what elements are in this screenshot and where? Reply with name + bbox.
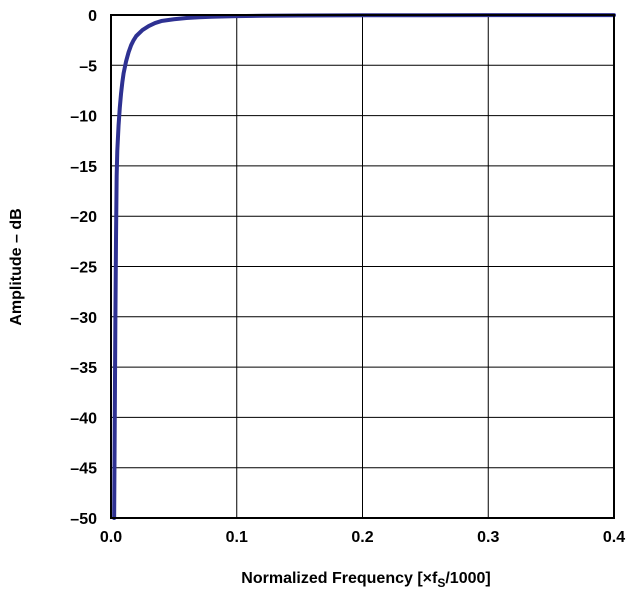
y-tick-label: –40 [70, 410, 97, 427]
plot-frame [110, 14, 615, 519]
tick-labels: 0.0 0.1 0.2 0.3 0.4 0 –5 –10 –15 –20 –25 –30 –35 –40 –… [70, 8, 625, 546]
y-tick-label: –30 [70, 310, 97, 327]
y-tick-label: –25 [70, 260, 97, 277]
grid [111, 15, 614, 518]
y-tick-label: –35 [70, 360, 97, 377]
y-tick-label: 0 [88, 8, 97, 25]
x-axis-title: Normalized Frequency [×fS/1000] [241, 570, 490, 590]
x-tick-label: 0.0 [100, 529, 122, 546]
y-tick-label: –45 [70, 461, 97, 478]
x-axis-title-subscript: S [437, 576, 445, 590]
y-tick-label: –15 [70, 159, 97, 176]
y-tick-label: –10 [70, 109, 97, 126]
y-axis-title: Amplitude – dB [8, 208, 25, 325]
x-axis-title-suffix: /1000] [445, 570, 490, 587]
y-tick-label: –20 [70, 209, 97, 226]
x-tick-label: 0.2 [351, 529, 373, 546]
x-tick-label: 0.1 [226, 529, 248, 546]
y-tick-label: –50 [70, 511, 97, 528]
x-tick-label: 0.3 [477, 529, 499, 546]
x-tick-label: 0.4 [603, 529, 625, 546]
y-tick-label: –5 [79, 58, 97, 75]
x-axis-title-main: Normalized Frequency [×f [241, 570, 438, 587]
